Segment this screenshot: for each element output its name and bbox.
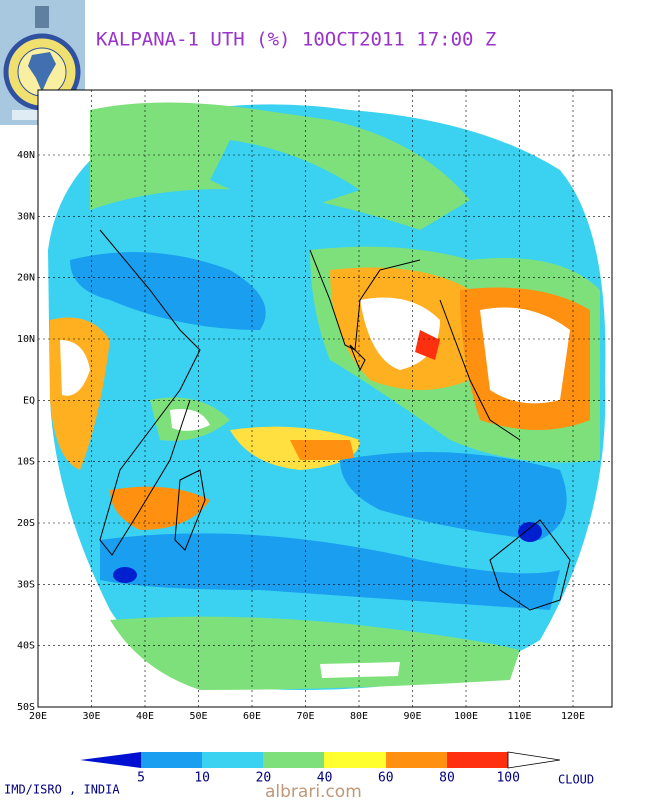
imagery (38, 90, 612, 707)
lon-label: 110E (507, 711, 531, 722)
lat-label: 50S (17, 702, 35, 713)
lon-label: 100E (454, 711, 478, 722)
map-frame (37, 89, 613, 708)
legend-label: 20 (256, 771, 272, 786)
color-legend (80, 751, 561, 769)
legend-label: 5 (137, 771, 145, 786)
legend-label: 40 (317, 771, 333, 786)
lat-label: 20N (17, 273, 35, 284)
lon-label: 40E (136, 711, 154, 722)
lon-label: 90E (403, 711, 421, 722)
lon-label: 50E (189, 711, 207, 722)
lat-label: 30N (17, 211, 35, 222)
lat-label: EQ (23, 395, 35, 406)
watermark: albrari.com (265, 782, 362, 800)
lat-label: 30S (17, 579, 35, 590)
legend-label: 10 (194, 771, 210, 786)
lat-label: 40N (17, 150, 35, 161)
lon-label: 70E (296, 711, 314, 722)
title: KALPANA-1 UTH (%) 10OCT2011 17:00 Z (96, 29, 496, 51)
lat-label: 40S (17, 641, 35, 652)
graticule (38, 90, 612, 707)
lon-label: 60E (243, 711, 261, 722)
lon-label: 120E (561, 711, 585, 722)
lat-label: 10N (17, 334, 35, 345)
lat-label: 10S (17, 457, 35, 468)
credit: IMD/ISRO , INDIA (4, 783, 120, 797)
legend-end-label: CLOUD (558, 773, 594, 787)
lon-label: 80E (350, 711, 368, 722)
lat-label: 20S (17, 518, 35, 529)
legend-label: 100 (496, 771, 519, 786)
lon-label: 30E (82, 711, 100, 722)
legend-label: 80 (439, 771, 455, 786)
lon-label: 20E (29, 711, 47, 722)
legend-label: 60 (378, 771, 394, 786)
